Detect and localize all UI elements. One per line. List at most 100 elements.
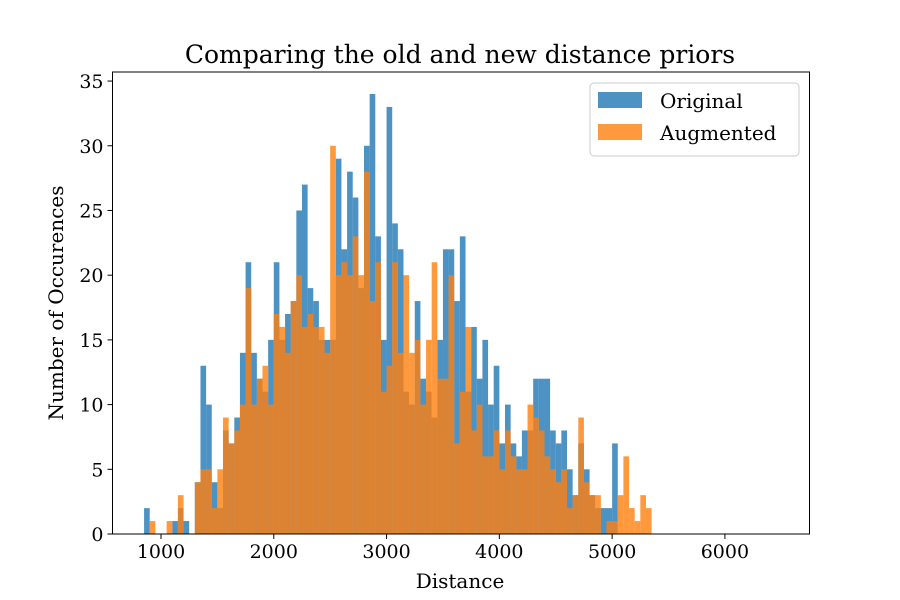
bar-augmented — [228, 443, 235, 534]
bar-augmented — [380, 391, 387, 534]
bar-original — [612, 443, 618, 534]
bar-augmented — [409, 352, 415, 534]
x-tick-label: 1000 — [137, 541, 185, 563]
bar-augmented — [476, 404, 483, 534]
bar-augmented — [538, 430, 545, 534]
bar-augmented — [640, 495, 646, 534]
bar-augmented — [634, 521, 641, 534]
x-tick-label: 3000 — [362, 541, 410, 563]
bar-original — [459, 236, 466, 534]
bar-augmented — [606, 521, 613, 534]
bar-original — [144, 508, 150, 534]
bar-augmented — [313, 326, 319, 534]
bar-augmented — [245, 288, 252, 534]
bar-augmented — [177, 495, 184, 534]
legend-box — [589, 82, 800, 157]
bar-augmented — [567, 508, 573, 534]
bar-augmented — [544, 456, 551, 534]
bar-augmented — [397, 352, 404, 534]
bar-augmented — [629, 508, 635, 534]
bar-augmented — [290, 301, 297, 534]
bar-augmented — [527, 404, 534, 534]
bar-augmented — [583, 482, 590, 534]
bar-augmented — [279, 326, 286, 534]
bar-augmented — [251, 404, 257, 534]
bar-augmented — [318, 326, 325, 534]
bar-augmented — [392, 262, 398, 534]
y-tick-label: 35 — [79, 71, 103, 93]
bar-augmented — [561, 469, 568, 534]
y-tick-label: 20 — [79, 265, 103, 287]
bar-augmented — [454, 443, 460, 534]
bar-augmented — [403, 275, 410, 534]
bar-augmented — [341, 262, 348, 534]
bar-original — [172, 521, 178, 534]
bar-original — [567, 469, 573, 534]
y-tick-label: 10 — [79, 395, 103, 417]
bar-augmented — [364, 171, 370, 534]
bar-augmented — [617, 495, 624, 534]
bar-original — [482, 339, 489, 534]
bar-augmented — [516, 469, 522, 534]
chart-title: Comparing the old and new distance prior… — [185, 40, 735, 69]
bar-augmented — [324, 352, 331, 534]
bar-augmented — [330, 145, 336, 534]
series-augmented — [149, 145, 652, 534]
y-tick-label: 30 — [79, 136, 103, 158]
bar-augmented — [521, 469, 528, 534]
bar-augmented — [262, 365, 269, 534]
bar-augmented — [375, 262, 381, 534]
bar-original — [600, 508, 607, 534]
bar-augmented — [612, 521, 618, 534]
y-tick-label: 25 — [79, 200, 103, 222]
bar-augmented — [482, 456, 489, 534]
bar-augmented — [217, 469, 224, 534]
bar-augmented — [623, 456, 630, 534]
x-axis: 1000 2000 3000 4000 5000 6000 — [137, 534, 749, 563]
bar-augmented — [504, 430, 511, 534]
x-tick-label: 2000 — [250, 541, 298, 563]
bar-augmented — [296, 275, 302, 534]
bar-augmented — [459, 391, 466, 534]
bar-augmented — [550, 469, 556, 534]
bar-augmented — [533, 417, 539, 534]
bar-augmented — [386, 365, 393, 534]
bar-augmented — [420, 404, 427, 534]
bar-augmented — [256, 378, 263, 534]
bar-augmented — [589, 495, 596, 534]
bar-augmented — [335, 275, 342, 534]
bar-augmented — [431, 262, 438, 534]
bar-augmented — [595, 495, 601, 534]
bar-augmented — [239, 404, 246, 534]
bar-augmented — [448, 275, 455, 534]
bar-augmented — [471, 430, 477, 534]
y-axis: 0 5 10 15 20 25 30 35 — [79, 71, 113, 546]
legend: Original Augmented — [589, 82, 800, 157]
bar-original — [386, 106, 393, 535]
bar-augmented — [200, 469, 207, 534]
bar-augmented — [149, 521, 156, 534]
bar-augmented — [645, 508, 652, 534]
bar-original — [183, 521, 190, 534]
bars-layer — [144, 94, 652, 535]
bar-augmented — [307, 314, 314, 534]
legend-swatch-augmented — [598, 124, 642, 140]
bar-augmented — [347, 275, 353, 534]
bar-augmented — [166, 521, 173, 534]
bar-augmented — [234, 430, 240, 534]
bar-augmented — [369, 301, 376, 534]
bar-augmented — [211, 508, 218, 534]
bar-augmented — [223, 417, 229, 534]
bar-augmented — [273, 314, 280, 534]
bar-augmented — [437, 378, 443, 534]
y-axis-label: Number of Occurences — [44, 186, 68, 421]
bar-original — [454, 301, 460, 534]
bar-augmented — [488, 456, 494, 534]
x-tick-label: 4000 — [475, 541, 523, 563]
plot-frame — [112, 71, 810, 535]
bar-augmented — [414, 339, 421, 534]
bar-augmented — [572, 495, 579, 534]
x-axis-label: Distance — [416, 569, 505, 593]
bar-augmented — [426, 339, 432, 534]
